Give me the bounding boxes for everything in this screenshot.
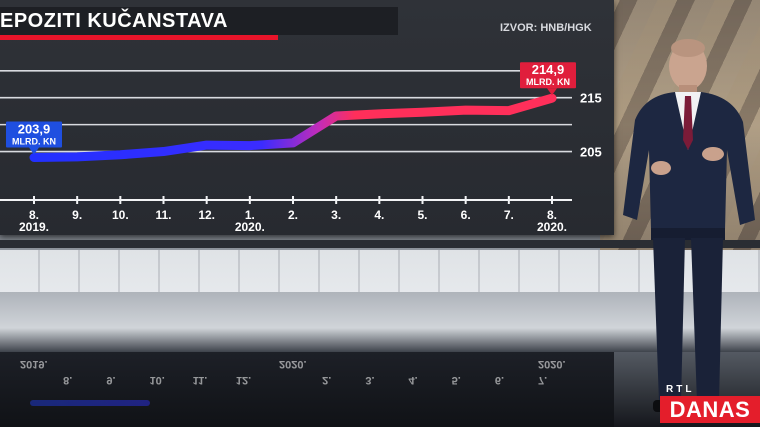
callout-box (520, 62, 576, 89)
title-bar (0, 7, 398, 35)
reflection-label: 11. (192, 374, 208, 386)
x-tick-label: 10. (112, 208, 129, 222)
reflection-label: 6. (494, 374, 505, 386)
floor-lights (0, 250, 760, 292)
chart-panel: EPOZITI KUČANSTAVA IZVOR: HNB/HGK 215 205… (0, 0, 614, 235)
x-tick-label: 5. (417, 208, 427, 222)
x-tick-label: 6. (461, 208, 471, 222)
x-tick-label: 9. (72, 208, 82, 222)
x-tick-label: 2. (288, 208, 298, 222)
reflection-label: 4. (408, 374, 418, 386)
danas-logo-text: DANAS (660, 396, 760, 423)
reflection-label: 12. (235, 374, 252, 386)
reflection-label: 5. (451, 374, 461, 386)
rtl-danas-logo: RTL DANAS (660, 384, 760, 427)
x-tick-label: 1. (245, 208, 255, 222)
reflection-label: 3. (365, 374, 375, 386)
x-tick-label: 7. (504, 208, 514, 222)
x-tick-label: 12. (198, 208, 215, 222)
x-tick-label: 3. (331, 208, 341, 222)
x-tick-label-year: 2019. (19, 220, 49, 234)
floor-reflection: 2019. 8. 9. 10. 11. 12. 2020. 2. 3. 4. 5. 6. 7. 2020. (0, 352, 614, 427)
reflection-label: 2019. (20, 358, 48, 370)
x-tick-label-year: 2020. (537, 220, 567, 234)
reflection-label: 2020. (279, 358, 307, 370)
y-tick-label: 205 (580, 145, 602, 160)
floor-stripe (0, 240, 760, 248)
callout-box (6, 121, 62, 148)
callout-pointer (547, 88, 557, 96)
x-tick-label: 4. (374, 208, 384, 222)
presenter (623, 39, 755, 412)
callout-unit: MLRD. KN (12, 136, 56, 146)
source-label: IZVOR: HNB/HGK (500, 22, 592, 34)
reflection-label: 7. (538, 374, 548, 386)
reflection-label: 10. (149, 374, 165, 386)
reflection-series-line (30, 400, 150, 406)
chart-title: EPOZITI KUČANSTAVA (0, 10, 228, 32)
callout-value: 214,9 (532, 62, 565, 77)
x-tick-label: 8. (547, 208, 557, 222)
reflection-label: 9. (106, 374, 116, 386)
rtl-logo-text: RTL (666, 384, 695, 395)
x-tick-label: 8. (29, 208, 39, 222)
callout-value: 203,9 (18, 121, 51, 136)
x-tick-label-year: 2020. (235, 220, 265, 234)
title-underline (0, 35, 278, 40)
reflection-label: 2. (322, 374, 332, 386)
callout-unit: MLRD. KN (526, 77, 570, 87)
callout-pointer (29, 147, 39, 155)
x-tick-label: 11. (155, 208, 171, 222)
reflection-label: 2020. (538, 358, 566, 370)
y-tick-label: 215 (580, 91, 602, 106)
reflection-label: 8. (63, 374, 73, 386)
floor-panel (0, 292, 760, 352)
series-line (29, 93, 557, 162)
